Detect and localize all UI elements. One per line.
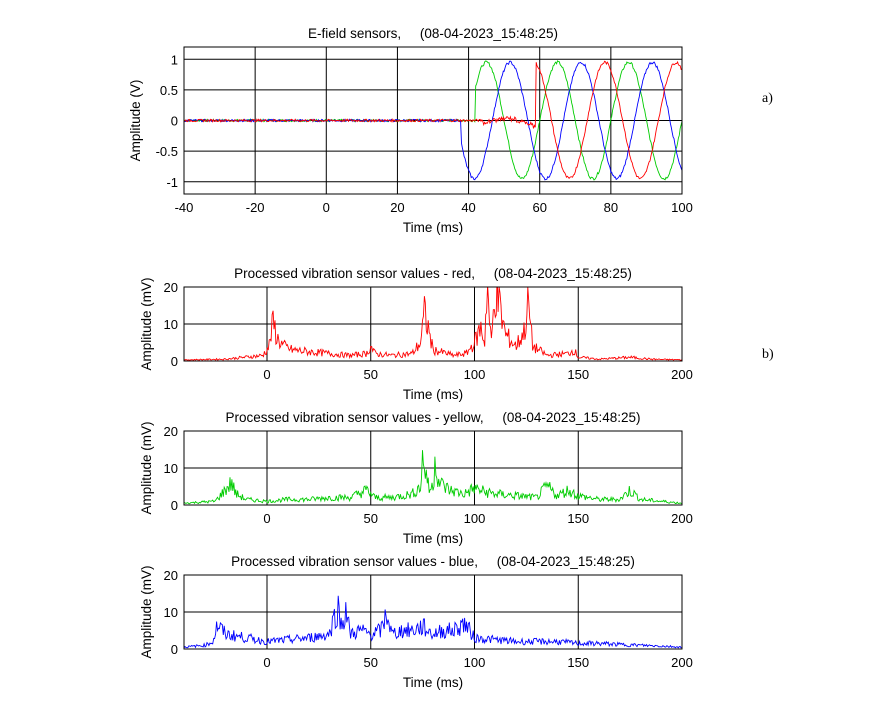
series-line bbox=[184, 287, 682, 361]
y-tick-label: 0.5 bbox=[160, 83, 178, 98]
chart-title: Processed vibration sensor values - red,… bbox=[234, 266, 632, 281]
x-tick-label: 0 bbox=[263, 655, 270, 670]
x-tick-label: 50 bbox=[364, 655, 378, 670]
x-axis-label: Time (ms) bbox=[403, 387, 463, 402]
series-line bbox=[184, 595, 682, 649]
x-tick-label: 100 bbox=[464, 655, 486, 670]
x-tick-label: 50 bbox=[364, 367, 378, 382]
x-tick-label: 0 bbox=[263, 367, 270, 382]
panel-label-b: b) bbox=[762, 347, 774, 362]
y-axis-label: Amplitude (mV) bbox=[139, 277, 154, 370]
y-tick-label: 10 bbox=[164, 317, 178, 332]
y-tick-label: 1 bbox=[171, 52, 178, 67]
x-axis-label: Time (ms) bbox=[403, 220, 463, 235]
vibration-blue-chart: 0 50 100 150 200 0 10 20 Processed vibration sen… bbox=[139, 554, 693, 690]
x-tick-label: 200 bbox=[671, 367, 693, 382]
plot-frame bbox=[183, 286, 683, 362]
x-tick-label: 50 bbox=[364, 511, 378, 526]
x-tick-label: 200 bbox=[671, 655, 693, 670]
y-tick-label: 0 bbox=[171, 354, 178, 369]
y-axis-label: Amplitude (mV) bbox=[139, 421, 154, 514]
y-tick-label: 20 bbox=[164, 280, 178, 295]
y-axis-label: Amplitude (V) bbox=[128, 80, 143, 162]
y-tick-label: -1 bbox=[166, 175, 178, 190]
y-tick-label: -0.5 bbox=[156, 144, 178, 159]
x-tick-label: 0 bbox=[263, 511, 270, 526]
x-tick-label: -40 bbox=[175, 200, 194, 215]
y-tick-label: 10 bbox=[164, 605, 178, 620]
y-axis-label: Amplitude (mV) bbox=[139, 565, 154, 658]
x-tick-label: 40 bbox=[461, 200, 475, 215]
vibration-red-chart: 0 50 100 150 200 0 10 20 Processed vibration sen… bbox=[139, 266, 693, 402]
x-tick-label: 80 bbox=[604, 200, 618, 215]
x-axis-label: Time (ms) bbox=[403, 675, 463, 690]
y-tick-label: 20 bbox=[164, 424, 178, 439]
chart-title: Processed vibration sensor values - blue… bbox=[231, 554, 635, 569]
x-tick-label: 100 bbox=[464, 511, 486, 526]
vibration-yellow-chart: 0 50 100 150 200 0 10 20 Processed vibration sen… bbox=[139, 410, 693, 546]
x-tick-label: 150 bbox=[567, 655, 589, 670]
x-axis-label: Time (ms) bbox=[403, 531, 463, 546]
chart-title: E-field sensors, (08-04-2023_15:48:25) bbox=[308, 26, 558, 41]
x-tick-label: -20 bbox=[246, 200, 265, 215]
chart-title: Processed vibration sensor values - yell… bbox=[226, 410, 641, 425]
y-tick-label: 10 bbox=[164, 461, 178, 476]
x-tick-label: 100 bbox=[671, 200, 693, 215]
x-tick-label: 60 bbox=[532, 200, 546, 215]
x-tick-label: 150 bbox=[567, 367, 589, 382]
plot-frame bbox=[183, 46, 683, 195]
y-tick-label: 0 bbox=[171, 642, 178, 657]
series-line bbox=[184, 450, 682, 505]
x-tick-label: 0 bbox=[323, 200, 330, 215]
x-tick-label: 200 bbox=[671, 511, 693, 526]
panel-label-a: a) bbox=[762, 91, 773, 106]
y-tick-label: 20 bbox=[164, 568, 178, 583]
plot-frame bbox=[183, 574, 683, 650]
plot-frame bbox=[183, 430, 683, 506]
efield-chart: -40 -20 0 20 40 60 80 100 -1 -0.5 0 0.5 1 E-field sen… bbox=[128, 26, 693, 235]
x-tick-label: 100 bbox=[464, 367, 486, 382]
x-tick-label: 150 bbox=[567, 511, 589, 526]
series-line bbox=[184, 60, 682, 180]
y-tick-label: 0 bbox=[171, 114, 178, 129]
y-tick-label: 0 bbox=[171, 498, 178, 513]
x-tick-label: 20 bbox=[390, 200, 404, 215]
